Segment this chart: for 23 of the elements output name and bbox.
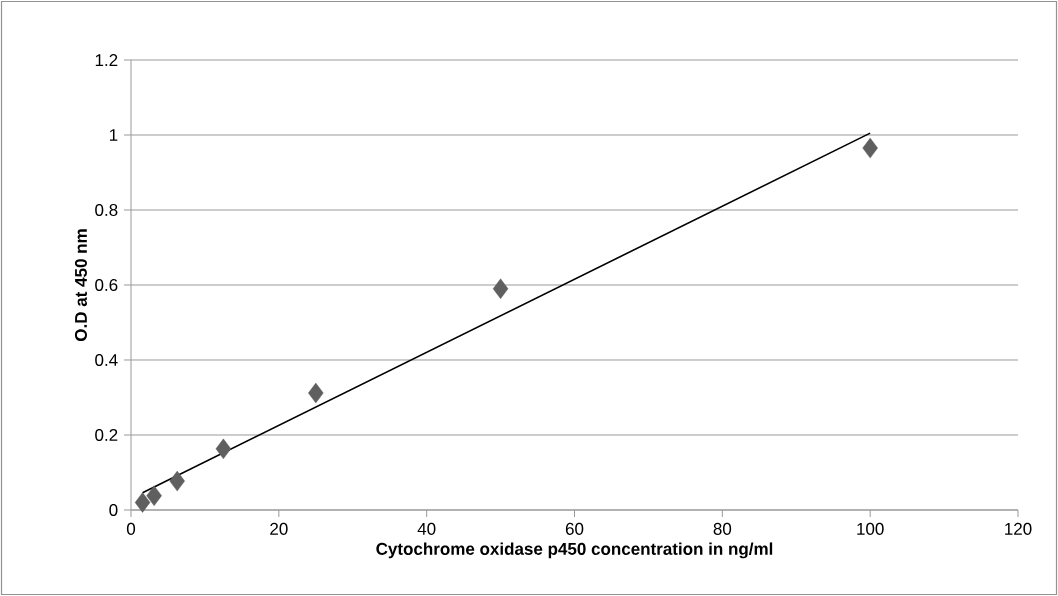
x-axis-title: Cytochrome oxidase p450 concentration in ng/ml bbox=[376, 542, 773, 559]
y-tick-label: 0.8 bbox=[95, 203, 118, 217]
x-tick-label: 100 bbox=[857, 522, 884, 535]
x-tick-label: 60 bbox=[565, 522, 584, 535]
point bbox=[492, 278, 509, 299]
point bbox=[862, 137, 878, 159]
y-tick-label: 0.2 bbox=[95, 428, 118, 442]
x-tick-label: 40 bbox=[417, 522, 436, 535]
y-tick-label: 0 bbox=[109, 503, 118, 517]
point bbox=[146, 485, 162, 506]
y-tick-label: 1 bbox=[109, 129, 118, 141]
y-axis-title: O.D at 450 nm bbox=[74, 229, 87, 341]
point bbox=[169, 470, 185, 492]
x-tick-label: 20 bbox=[270, 522, 288, 535]
y-tick-label: 0.6 bbox=[95, 278, 118, 292]
x-tick-label: 80 bbox=[713, 522, 732, 535]
point bbox=[134, 492, 151, 513]
point bbox=[308, 382, 324, 404]
point bbox=[215, 438, 232, 460]
y-tick-label: 0.4 bbox=[95, 353, 118, 367]
x-tick-label: 120 bbox=[1005, 522, 1032, 535]
y-tick-label: 1.2 bbox=[95, 54, 118, 66]
x-tick-label: 0 bbox=[126, 522, 136, 535]
